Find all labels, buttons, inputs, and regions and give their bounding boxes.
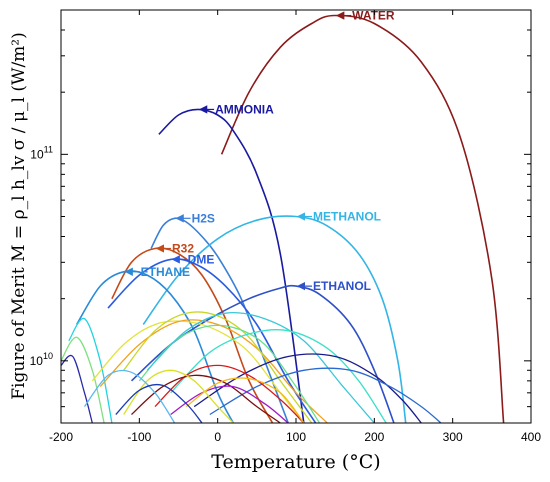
annotation-h2s: H2S	[192, 211, 215, 225]
series-line-fluid-11	[61, 354, 93, 423]
annotation-r32: R32	[172, 241, 194, 255]
series-line-fluid-13	[99, 319, 328, 423]
x-tick-label: 300	[443, 430, 463, 444]
series-line-fluid-23	[185, 377, 305, 423]
x-tick-label: -100	[127, 430, 151, 444]
series-line-fluid-22	[170, 385, 289, 423]
series-line-h2s	[150, 217, 289, 423]
series-line-ethanol	[130, 284, 395, 423]
y-tick-label: 1010	[30, 351, 53, 368]
y-axis-label: Figure of Merit M = ρ_l h_lv σ / μ_l (W/…	[9, 32, 29, 399]
series-layer	[61, 14, 505, 423]
annotation-ethane: ETHANE	[141, 265, 190, 279]
series-line-fluid-25	[83, 369, 176, 423]
series-line-ammonia	[158, 108, 305, 423]
series-line-fluid-10	[61, 336, 105, 423]
series-line-fluid-16	[146, 311, 375, 423]
series-line-fluid-14	[123, 311, 313, 423]
x-tick-label: 100	[286, 430, 306, 444]
annotation-ethanol: ETHANOL	[313, 279, 371, 293]
series-line-fluid-17	[170, 329, 387, 423]
series-line-fluid-19	[209, 367, 442, 423]
series-line-fluid-12	[91, 320, 305, 423]
series-line-fluid-18	[193, 353, 422, 423]
annotation-water: WATER	[352, 9, 395, 23]
x-tick-label: 200	[364, 430, 384, 444]
x-tick-label: -200	[49, 430, 73, 444]
x-tick-label: 400	[521, 430, 541, 444]
annotation-ammonia: AMMONIA	[215, 102, 274, 116]
x-axis-label: Temperature (°C)	[211, 451, 380, 473]
y-tick-label: 1011	[30, 144, 53, 161]
series-line-fluid-21	[131, 374, 281, 423]
series-line-water	[220, 14, 505, 423]
x-axis: -200 -100 0 100 200 300 400	[49, 10, 541, 444]
x-tick-label: 0	[214, 430, 221, 444]
series-line-methanol	[142, 215, 407, 423]
series-line-fluid-26	[115, 383, 203, 423]
annotation-dme: DME	[188, 252, 215, 266]
series-line-fluid-9	[68, 317, 113, 423]
annotation-methanol: METHANOL	[313, 210, 381, 224]
y-axis: 1010 1011	[30, 29, 531, 408]
